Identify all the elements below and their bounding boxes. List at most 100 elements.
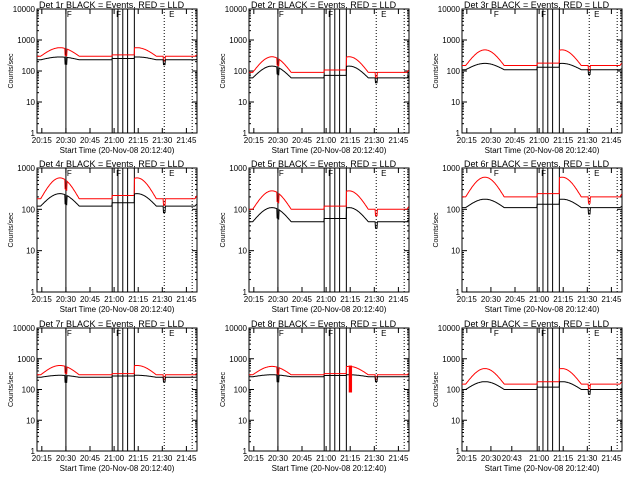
x-tick-label: 21:45 [176, 454, 197, 463]
x-axis-label: Start Time (20-Nov-08 20:12:40) [60, 146, 175, 155]
y-axis-label: Counts/sec [8, 371, 15, 407]
panel-title: Det 1r BLACK = Events, RED = LLD [39, 0, 185, 10]
panel-7: Det 7r BLACK = Events, RED = LLD 1 10 100 10… [8, 319, 198, 473]
plot-frame [36, 8, 198, 134]
x-tick-label: 20:45 [80, 454, 101, 463]
series-lld [37, 47, 197, 62]
x-tick-label: 21:15 [553, 295, 574, 304]
y-tick-label: 10000 [438, 5, 461, 14]
y-tick-label: 10 [451, 98, 460, 107]
flag-label: F [494, 329, 499, 338]
series-lld [462, 176, 623, 204]
x-tick-label: 21:00 [529, 136, 550, 145]
x-tick-label: 21:30 [364, 454, 385, 463]
y-axis-label: Counts/sec [433, 212, 440, 248]
plot-frame [36, 327, 198, 452]
plot-frame [248, 327, 410, 452]
x-tick-label: 20:15 [32, 454, 53, 463]
flag-label: F [67, 329, 72, 338]
x-tick-label: 21:00 [529, 454, 550, 463]
x-tick-label: 21:45 [601, 454, 622, 463]
y-tick-label: 1 [243, 129, 248, 138]
x-tick-label: 21:45 [601, 136, 622, 145]
panel-1: Det 1r BLACK = Events, RED = LLD 1 10 100 10… [8, 0, 198, 155]
plot-frame [36, 167, 198, 293]
x-axis-label: Start Time (20-Nov-08 20:12:40) [272, 305, 387, 314]
series-events [462, 381, 622, 395]
panel-3: Det 3r BLACK = Events, RED = LLD 1 10 100 10… [433, 0, 623, 155]
series-lld [462, 368, 622, 390]
flag-label: E [594, 169, 599, 178]
x-tick-label: 20:45 [80, 295, 101, 304]
flag-label: E [594, 329, 599, 338]
flag-label: F [279, 329, 284, 338]
y-tick-label: 10000 [438, 324, 461, 333]
x-tick-label: 21:15 [340, 454, 361, 463]
x-tick-label: 21:30 [364, 136, 385, 145]
x-tick-label: 21:00 [316, 454, 337, 463]
panel-6: Det 6r BLACK = Events, RED = LLD 1 10 100 10… [433, 159, 623, 314]
y-axis-label: Counts/sec [8, 53, 15, 89]
y-tick-label: 10 [451, 247, 460, 256]
flag-label: F [116, 169, 121, 178]
y-tick-label: 1000 [442, 36, 460, 45]
panel-title: Det 8r BLACK = Events, RED = LLD [251, 319, 397, 329]
y-tick-label: 10000 [225, 324, 248, 333]
x-tick-label: 20:30 [56, 136, 77, 145]
x-tick-label: 21:00 [104, 295, 125, 304]
y-tick-label: 10 [451, 416, 460, 425]
x-tick-label: 21:15 [340, 136, 361, 145]
x-tick-label: 21:15 [340, 295, 361, 304]
x-tick-label: 21:30 [577, 454, 598, 463]
y-tick-label: 10 [238, 247, 247, 256]
x-tick-label: 20:45 [505, 136, 526, 145]
plot-frame [461, 167, 623, 293]
x-tick-label: 21:45 [601, 295, 622, 304]
y-tick-label: 100 [22, 205, 36, 214]
plot-frame [461, 8, 623, 134]
y-tick-label: 1000 [442, 355, 460, 364]
panel-5: Det 5r BLACK = Events, RED = LLD 1 10 100 10… [220, 159, 410, 314]
y-tick-label: 100 [234, 386, 248, 395]
y-axis-label: Counts/sec [220, 212, 227, 248]
flag-label: F [279, 169, 284, 178]
x-tick-label: 20:30 [481, 295, 502, 304]
y-tick-label: 10 [238, 416, 247, 425]
x-tick-label: 21:15 [553, 136, 574, 145]
panel-title: Det 4r BLACK = Events, RED = LLD [39, 159, 185, 169]
flag-label: F [67, 169, 72, 178]
y-tick-label: 1 [456, 129, 461, 138]
flag-label: E [594, 10, 599, 19]
x-tick-label: 21:00 [529, 295, 550, 304]
x-tick-label: 21:30 [152, 454, 173, 463]
flag-label: F [494, 10, 499, 19]
y-tick-label: 100 [22, 67, 36, 76]
y-tick-label: 1 [456, 447, 461, 456]
x-tick-label: 21:45 [388, 136, 409, 145]
y-axis-label: Counts/sec [433, 371, 440, 407]
y-tick-label: 10 [26, 416, 35, 425]
panel-4: Det 4r BLACK = Events, RED = LLD 1 10 100 10… [8, 159, 198, 314]
x-tick-label: 21:45 [176, 136, 197, 145]
x-tick-label: 20:30 [481, 136, 502, 145]
x-tick-label: 21:30 [364, 295, 385, 304]
panel-title: Det 3r BLACK = Events, RED = LLD [464, 0, 610, 10]
x-tick-label: 20:15 [244, 454, 265, 463]
flag-label: F [541, 329, 546, 338]
x-tick-label: 20:45 [80, 136, 101, 145]
x-tick-label: 21:15 [553, 454, 574, 463]
series-events [37, 193, 197, 213]
x-tick-label: 21:30 [577, 136, 598, 145]
x-tick-label: 20:15 [32, 295, 53, 304]
x-axis-label: Start Time (20-Nov-08 20:12:40) [272, 464, 387, 473]
panel-title: Det 2r BLACK = Events, RED = LLD [251, 0, 397, 10]
x-tick-label: 21:15 [128, 295, 149, 304]
x-tick-label: 21:30 [152, 136, 173, 145]
x-tick-label: 21:30 [152, 295, 173, 304]
y-tick-label: 10 [238, 98, 247, 107]
y-tick-label: 1000 [17, 355, 35, 364]
flag-label: F [116, 10, 121, 19]
x-tick-label: 20:30 [268, 295, 289, 304]
series-events [249, 374, 409, 383]
y-axis-label: Counts/sec [220, 53, 227, 89]
